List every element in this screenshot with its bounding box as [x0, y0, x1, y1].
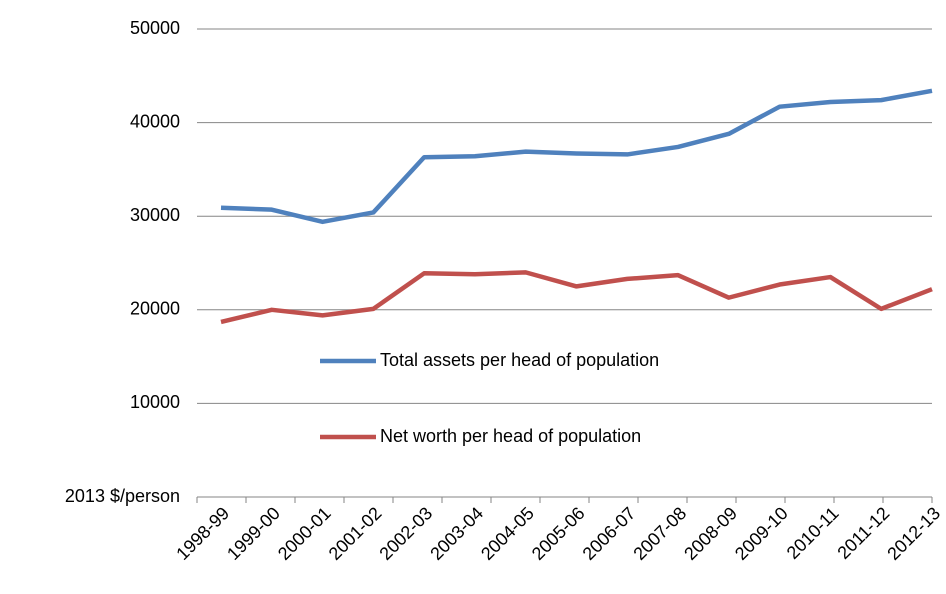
x-tick-label: 2004-05 — [477, 503, 538, 564]
y-tick-label: 10000 — [130, 392, 180, 412]
x-tick-label: 1998-99 — [172, 503, 233, 564]
x-tick-label: 2001-02 — [325, 503, 386, 564]
series-line — [220, 270, 933, 325]
legend-label: Net worth per head of population — [380, 426, 641, 446]
legend-label: Total assets per head of population — [380, 350, 659, 370]
y-tick-label: 40000 — [130, 111, 180, 131]
x-tick-label: 2002-03 — [375, 503, 436, 564]
x-tick-label: 2000-01 — [274, 503, 335, 564]
x-tick-label: 2005-06 — [528, 503, 589, 564]
x-tick-label: 2011-12 — [833, 503, 893, 563]
x-tick-label: 2007-08 — [629, 503, 690, 564]
x-tick-label: 2003-04 — [426, 503, 487, 564]
x-tick-label: 1999-00 — [223, 503, 284, 564]
y-tick-label: 30000 — [130, 205, 180, 225]
y-tick-label: 20000 — [130, 299, 180, 319]
y-tick-label: 2013 $/person — [65, 486, 180, 506]
x-tick-label: 2012-13 — [883, 503, 944, 564]
x-tick-label: 2008-09 — [680, 503, 741, 564]
y-tick-label: 50000 — [130, 18, 180, 38]
x-tick-label: 2009-10 — [731, 503, 792, 564]
x-tick-label: 2006-07 — [579, 503, 640, 564]
series-line — [220, 88, 933, 225]
x-tick-label: 2010-11 — [783, 503, 843, 563]
